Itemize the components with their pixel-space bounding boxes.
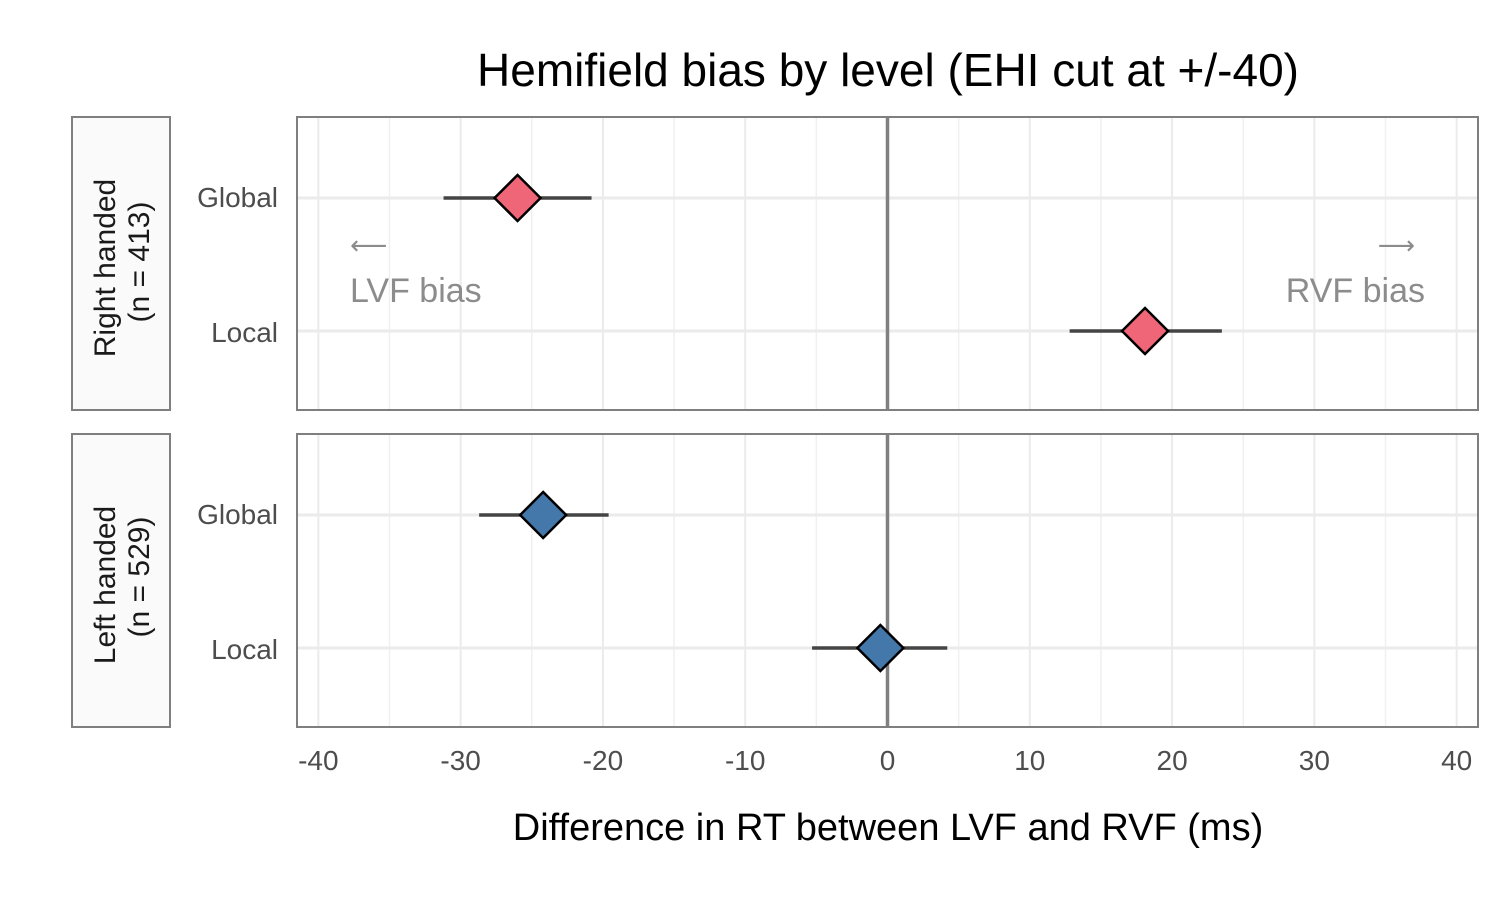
x-tick-label: -10 <box>725 745 765 776</box>
x-tick-label: 30 <box>1299 745 1330 776</box>
left-arrow-icon: ⟵ <box>350 230 387 260</box>
x-tick-label: 10 <box>1014 745 1045 776</box>
panel-border <box>296 116 1479 411</box>
point-estimate <box>518 490 568 540</box>
panel-left-handed: Left handed (n = 529) Global Local <box>71 433 1479 728</box>
strip-label-line2: (n = 529) <box>123 517 156 638</box>
right-arrow-icon: ⟶ <box>1378 230 1415 260</box>
y-tick-label: Global <box>197 182 278 213</box>
y-tick-label: Global <box>197 499 278 530</box>
panel-right-handed: Right handed (n = 413) Global Local ⟵ LV… <box>71 116 1479 411</box>
strip-label-line1: Left handed <box>89 506 122 664</box>
point-estimate <box>492 173 543 223</box>
rvf-bias-annotation: RVF bias <box>1286 272 1425 310</box>
x-axis: -40 -30 -20 -10 0 10 20 30 40 <box>298 745 1472 776</box>
y-tick-label: Local <box>211 317 278 348</box>
x-tick-label: -20 <box>583 745 623 776</box>
x-axis-label: Difference in RT between LVF and RVF (ms… <box>513 807 1263 849</box>
plot-panel <box>297 117 1478 410</box>
panel-border <box>296 433 1479 728</box>
point-estimate <box>1120 306 1170 356</box>
x-tick-label: 0 <box>880 745 896 776</box>
y-tick-label: Local <box>211 634 278 665</box>
strip-background <box>71 116 171 411</box>
strip-background <box>71 433 171 728</box>
strip-label-line1: Right handed <box>89 179 122 357</box>
x-tick-label: -30 <box>440 745 480 776</box>
lvf-bias-annotation: LVF bias <box>350 272 482 310</box>
point-estimate <box>855 623 906 673</box>
x-tick-label: -40 <box>298 745 338 776</box>
strip-label-line2: (n = 413) <box>123 202 156 323</box>
x-tick-label: 40 <box>1441 745 1472 776</box>
x-tick-label: 20 <box>1157 745 1188 776</box>
chart-title: Hemifield bias by level (EHI cut at +/-4… <box>477 44 1299 96</box>
plot-panel <box>297 434 1478 727</box>
